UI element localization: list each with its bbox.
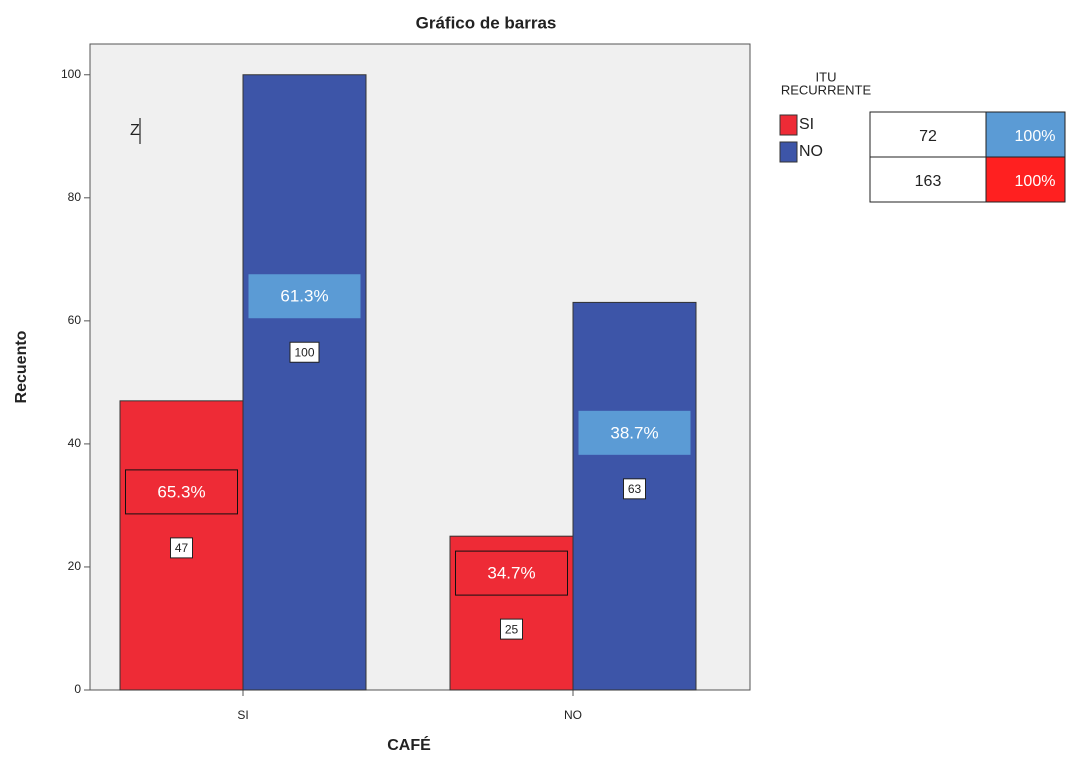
percent-label-box bbox=[125, 469, 238, 515]
x-axis-label: CAFÉ bbox=[387, 735, 431, 754]
legend-swatch bbox=[779, 141, 798, 163]
table-cell bbox=[985, 156, 1066, 203]
table-text: 100% bbox=[1015, 128, 1056, 145]
bar bbox=[242, 74, 367, 691]
value-label-box bbox=[289, 341, 320, 363]
table-cell bbox=[869, 156, 987, 203]
x-tick-label: SI bbox=[237, 708, 248, 722]
percent-label-box bbox=[578, 410, 691, 455]
value-label: 100 bbox=[294, 345, 314, 359]
y-tick-label: 0 bbox=[74, 682, 81, 696]
legend-title: RECURRENTE bbox=[781, 82, 872, 97]
percent-label: 38.7% bbox=[610, 423, 658, 442]
y-tick-label: 100 bbox=[61, 67, 81, 81]
value-label-box bbox=[623, 478, 646, 500]
percent-label-box bbox=[455, 550, 568, 596]
legend-label: SI bbox=[799, 116, 814, 133]
table-cell bbox=[869, 111, 987, 158]
percent-label: 34.7% bbox=[487, 564, 535, 583]
value-label-box bbox=[170, 537, 193, 559]
table-cell bbox=[985, 111, 1066, 158]
y-tick-label: 20 bbox=[68, 559, 82, 573]
value-label: 63 bbox=[628, 482, 642, 496]
percent-label-box bbox=[248, 274, 361, 319]
chart-title: Gráfico de barras bbox=[416, 13, 557, 32]
value-label: 47 bbox=[175, 541, 189, 555]
percent-label: 61.3% bbox=[280, 287, 328, 306]
legend-title: ITU bbox=[816, 69, 837, 84]
percent-label: 65.3% bbox=[157, 482, 205, 501]
x-tick-label: NO bbox=[564, 708, 582, 722]
legend-label: NO bbox=[799, 143, 823, 160]
annotation: Z bbox=[130, 122, 140, 139]
table-text: 163 bbox=[915, 173, 942, 190]
y-tick-label: 40 bbox=[68, 436, 82, 450]
value-label-box bbox=[500, 618, 523, 640]
table-text: 72 bbox=[919, 128, 937, 145]
value-label: 25 bbox=[505, 622, 519, 636]
legend-swatch bbox=[779, 114, 798, 136]
y-axis-label: Recuento bbox=[13, 330, 30, 403]
table-text: 100% bbox=[1015, 173, 1056, 190]
y-tick-label: 80 bbox=[68, 190, 82, 204]
y-tick-label: 60 bbox=[68, 313, 82, 327]
